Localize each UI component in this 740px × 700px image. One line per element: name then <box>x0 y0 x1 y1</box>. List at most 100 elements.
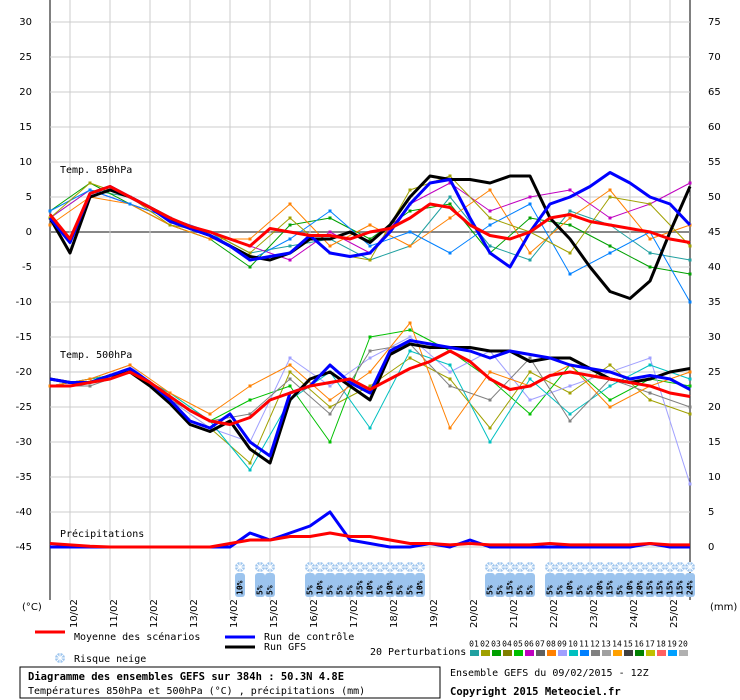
perturbation-point <box>608 195 612 199</box>
perturbation-point <box>288 244 292 248</box>
perturbation-point <box>288 370 292 374</box>
perturbation-point <box>248 265 252 269</box>
perturbation-number: 19 <box>667 640 677 649</box>
snow-risk-box <box>235 573 245 597</box>
snow-risk: 25% <box>355 562 365 597</box>
snow-risk-label: 10% <box>316 580 325 595</box>
perturbation-point <box>568 391 572 395</box>
snowflake-arms <box>235 562 245 572</box>
perturbation-point <box>368 223 372 227</box>
snowflake-arms <box>655 562 665 572</box>
perturbation-point <box>568 223 572 227</box>
perturbation-point <box>328 412 332 416</box>
x-tick-label: 14/02 <box>229 599 240 628</box>
snow-risk-box <box>255 573 265 597</box>
main-line <box>49 531 690 549</box>
y-tick-label: 15 <box>19 122 32 133</box>
snowflake-arms <box>395 562 405 572</box>
snow-risk: 20% <box>635 562 645 597</box>
snowflake-arms <box>405 562 415 572</box>
snow-risk-label: 5% <box>586 585 595 595</box>
snow-risk-box <box>685 573 695 597</box>
snowflake-arms <box>265 562 275 572</box>
y2-tick-label: 20 <box>708 402 721 413</box>
perturbation-swatch <box>657 650 666 656</box>
legend-label: Run GFS <box>264 642 306 653</box>
snowflake-arms <box>575 562 585 572</box>
perturbation-number: 20 <box>678 640 688 649</box>
perturbation-number: 16 <box>634 640 644 649</box>
perturbation-point <box>568 384 572 388</box>
perturbation-swatch <box>679 650 688 656</box>
snowflake-arms <box>385 562 395 572</box>
perturbation-swatch <box>492 650 501 656</box>
perturbation-point <box>448 195 452 199</box>
perturbation-point <box>368 349 372 353</box>
snow-risk-box <box>635 573 645 597</box>
perturbation-point <box>488 209 492 213</box>
snow-risk-box <box>355 573 365 597</box>
perturbation-swatch <box>580 650 589 656</box>
snow-risk: 10% <box>235 562 245 597</box>
x-tick-label: 23/02 <box>589 599 600 628</box>
snow-risk-label: 15% <box>656 580 665 595</box>
perturbation-point <box>448 363 452 367</box>
snow-risk-label: 5% <box>576 585 585 595</box>
perturbation-point <box>648 391 652 395</box>
y-unit: (°C) <box>22 602 42 613</box>
perturbation-point <box>328 230 332 234</box>
x-tick-label: 15/02 <box>269 599 280 628</box>
perturbation-swatch <box>514 650 523 656</box>
perturbation-point <box>328 405 332 409</box>
snow-risk-label: 5% <box>526 585 535 595</box>
panel-label: Temp. 500hPa <box>60 350 132 361</box>
perturbation-point <box>328 398 332 402</box>
snow-risk-box <box>315 573 325 597</box>
snow-risk-box <box>405 573 415 597</box>
snow-risk-box <box>605 573 615 597</box>
snow-risk: 5% <box>255 562 265 597</box>
snow-risk-box <box>375 573 385 597</box>
y2-tick-label: 55 <box>708 157 721 168</box>
y-tick-label: 5 <box>26 192 32 203</box>
perturbation-swatch <box>503 650 512 656</box>
y-tick-label: -15 <box>16 332 32 343</box>
y-tick-label: -30 <box>16 437 32 448</box>
perturbation-point <box>688 258 692 262</box>
perturbation-number: 12 <box>590 640 600 649</box>
perturbation-point <box>488 398 492 402</box>
perturbation-point <box>368 237 372 241</box>
snowflake-arms <box>625 562 635 572</box>
perturbation-point <box>408 335 412 339</box>
snow-risk-label: 5% <box>306 585 315 595</box>
snow-risk: 10% <box>625 562 635 597</box>
perturbation-swatch <box>646 650 655 656</box>
snow-risk-label: 5% <box>516 585 525 595</box>
snow-legend-icon <box>55 653 65 663</box>
perturbation-point <box>248 251 252 255</box>
perturbation-point <box>568 251 572 255</box>
perturbation-point <box>688 370 692 374</box>
perturbation-point <box>648 202 652 206</box>
y2-tick-label: 60 <box>708 122 721 133</box>
perturbation-point <box>208 412 212 416</box>
perturbation-point <box>448 181 452 185</box>
snowflake-arms <box>495 562 505 572</box>
perturbation-point <box>608 398 612 402</box>
snow-risk-label: 5% <box>556 585 565 595</box>
snow-risk: 5% <box>615 562 625 597</box>
perturbation-point <box>488 440 492 444</box>
perturbation-swatch <box>558 650 567 656</box>
perturbation-point <box>328 244 332 248</box>
x-tick-label: 19/02 <box>429 599 440 628</box>
snow-risk-box <box>395 573 405 597</box>
perturbation-point <box>248 468 252 472</box>
snow-risk-label: 10% <box>566 580 575 595</box>
snowflake-arms <box>315 562 325 572</box>
snow-risk-box <box>335 573 345 597</box>
perturbation-point <box>328 384 332 388</box>
snow-risk: 5% <box>265 562 275 597</box>
perturbation-point <box>448 251 452 255</box>
copyright: Copyright 2015 Meteociel.fr <box>450 686 621 698</box>
snow-risk: 15% <box>675 562 685 597</box>
